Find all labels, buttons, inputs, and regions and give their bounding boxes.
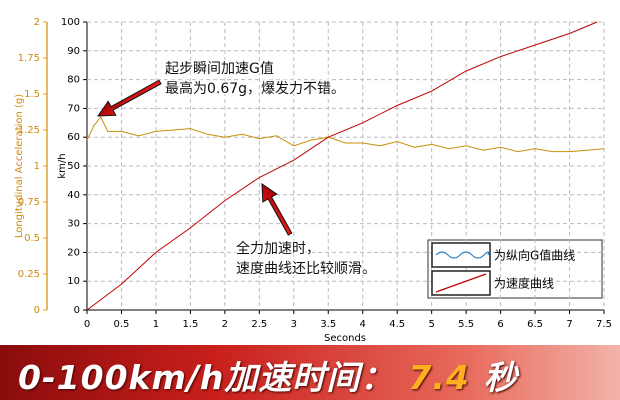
y-tick-label: 1.25 — [18, 125, 40, 136]
annotation-arrow — [261, 183, 293, 236]
chart: Seconds Longitudinal Acceleration (g) km… — [14, 17, 612, 344]
annotation-text: 全力加速时， — [236, 240, 320, 257]
series-line — [86, 21, 598, 311]
annotation-text: 最高为0.67g，爆发力不错。 — [165, 80, 345, 97]
x-tick-label: 7.5 — [596, 319, 612, 330]
y2-tick-label: 20 — [67, 247, 80, 258]
x-tick-label: 4.5 — [389, 319, 405, 330]
x-tick-label: 4 — [360, 319, 366, 330]
y2-tick-label: 10 — [67, 276, 80, 287]
y-tick-label: 1 — [34, 161, 40, 172]
y-tick-label: 0.25 — [18, 269, 40, 280]
legend-icon-box — [431, 242, 491, 268]
x-tick-label: 2 — [222, 319, 228, 330]
x-tick-label: 5.5 — [458, 319, 474, 330]
legend-label: 为速度曲线 — [494, 276, 554, 291]
y2-tick-label: 30 — [67, 219, 80, 230]
series-line — [86, 116, 605, 153]
x-tick-label: 0.5 — [114, 319, 130, 330]
legend-label: 为纵向G值曲线 — [494, 248, 575, 263]
banner-label: 0-100km/h加速时间： — [18, 358, 395, 397]
x-tick-label: 7 — [566, 319, 572, 330]
x-tick-label: 1 — [153, 319, 159, 330]
banner-unit: 秒 — [483, 358, 518, 397]
y-tick-label: 0.5 — [24, 233, 40, 244]
x-tick-label: 5 — [428, 319, 434, 330]
x-tick-label: 1.5 — [182, 319, 198, 330]
y-tick-label: 1.5 — [24, 89, 40, 100]
y-axis-title: Longitudinal Acceleration (g) — [14, 94, 25, 238]
y2-tick-label: 50 — [67, 161, 80, 172]
y-tick-label: 2 — [34, 17, 40, 28]
x-tick-label: 3.5 — [320, 319, 336, 330]
legend-icon — [435, 273, 487, 293]
banner: 0-100km/h加速时间： 7.4 秒 — [0, 345, 620, 400]
y-tick-label: 0 — [34, 305, 40, 316]
y2-tick-label: 0 — [74, 305, 80, 316]
x-tick-label: 3 — [291, 319, 297, 330]
arrow-shape — [97, 79, 162, 117]
x-tick-label: 6 — [497, 319, 503, 330]
x-axis-title: Seconds — [324, 333, 366, 344]
y2-axis-title: km/h — [57, 153, 68, 178]
arrow-shape — [261, 183, 293, 236]
y2-tick-label: 80 — [67, 75, 80, 86]
y2-tick-label: 90 — [67, 46, 80, 57]
banner-value: 7.4 — [408, 358, 470, 397]
x-tick-label: 0 — [84, 319, 90, 330]
x-tick-label: 2.5 — [251, 319, 267, 330]
y2-tick-label: 70 — [67, 103, 80, 114]
y2-tick-label: 60 — [67, 132, 80, 143]
annotation-arrow — [97, 79, 162, 117]
annotation-text: 速度曲线还比较顺滑。 — [236, 260, 376, 277]
y-tick-label: 1.75 — [18, 53, 40, 64]
x-tick-label: 6.5 — [527, 319, 543, 330]
y-tick-label: 0.75 — [18, 197, 40, 208]
annotation-text: 起步瞬间加速G值 — [165, 61, 274, 77]
y2-tick-label: 100 — [61, 17, 80, 28]
banner-text: 0-100km/h加速时间： 7.4 秒 — [18, 351, 518, 399]
y2-tick-label: 40 — [67, 190, 80, 201]
legend-icon — [435, 251, 490, 259]
